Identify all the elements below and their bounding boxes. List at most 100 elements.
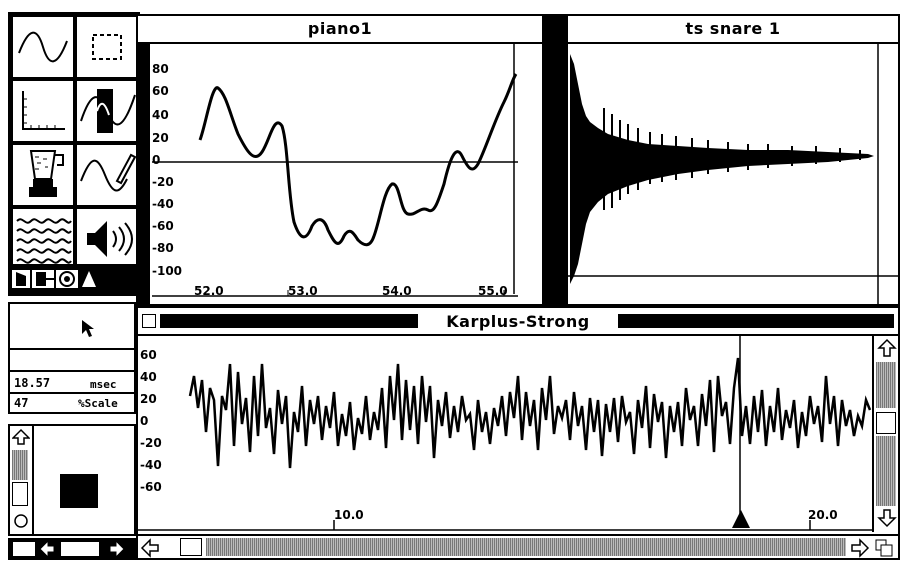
marker-right-icon [32, 270, 54, 288]
mode-icons [12, 270, 98, 288]
karplus-y-tick: 0 [140, 414, 149, 428]
scroll-left-arrow-icon[interactable] [140, 538, 160, 558]
piano-window: piano1 80 60 40 20 0 -20 -40 -60 -80 -10… [136, 14, 544, 306]
down-arrow-icon[interactable] [12, 512, 30, 530]
vertical-scroll-thumb[interactable] [876, 412, 896, 434]
marker-left-icon [12, 270, 30, 288]
info-divider-2 [10, 392, 134, 394]
karplus-y-tick: 20 [140, 392, 157, 406]
piano-waveform [198, 73, 518, 247]
karplus-titlebar[interactable]: Karplus-Strong [138, 308, 898, 336]
left-box-button[interactable] [12, 541, 36, 557]
scale-unit: %Scale [78, 397, 118, 410]
karplus-horizontal-scrollbar[interactable] [138, 534, 898, 558]
loop-icon [56, 270, 78, 288]
mini-scroll-track[interactable] [12, 450, 28, 480]
sine-wave-icon [18, 31, 68, 63]
snare-waveform [570, 54, 874, 284]
snare-window-left-edge [542, 16, 568, 304]
piano-y-tick: -20 [152, 175, 174, 189]
piano-y-tick: -60 [152, 219, 174, 233]
karplus-y-tick: 40 [140, 370, 157, 384]
titlebar-stripes-right [618, 314, 894, 328]
left-bottom-controls [8, 538, 136, 560]
snare-plot [568, 44, 898, 304]
karplus-vertical-scrollbar[interactable] [872, 336, 898, 532]
piano-y-tick: 0 [152, 153, 161, 167]
time-unit: msec [90, 378, 117, 391]
noise-wave-icon [16, 218, 72, 264]
vertical-scroll-track-lower[interactable] [876, 436, 896, 506]
resize-grip-icon[interactable] [874, 538, 894, 558]
pencil-draw-tool[interactable] [76, 144, 138, 206]
blender-tool[interactable] [12, 144, 74, 206]
piano-plot [138, 44, 518, 304]
time-value: 18.57 [14, 376, 51, 390]
mini-scrollbar[interactable] [10, 426, 34, 534]
horizontal-scroll-thumb[interactable] [180, 538, 202, 556]
arrow-cursor-icon [82, 320, 94, 337]
snare-window: ts snare 1 [542, 14, 900, 306]
middle-box-button[interactable] [60, 541, 100, 557]
piano-y-tick: 80 [152, 62, 169, 76]
axes-tool[interactable] [12, 80, 74, 142]
scroll-up-arrow-icon[interactable] [877, 338, 897, 358]
cone-icon [80, 270, 98, 288]
piano-y-tick: 20 [152, 131, 169, 145]
marquee-select-tool[interactable] [76, 16, 138, 78]
horizontal-scroll-track[interactable] [206, 538, 846, 556]
karplus-x-tick: 20.0 [808, 508, 838, 522]
speaker-icon [87, 221, 133, 257]
color-panel [8, 424, 136, 536]
karplus-y-tick: 60 [140, 348, 157, 362]
waveform-highlight-tool[interactable] [76, 80, 138, 142]
piano-x-tick: 55.0 [478, 284, 508, 298]
piano-y-tick: -100 [152, 264, 183, 278]
piano-title: piano1 [307, 19, 373, 38]
blender-icon [29, 150, 64, 197]
piano-x-tick: 54.0 [382, 284, 412, 298]
mode-icon-row [8, 264, 140, 294]
karplus-y-tick: -60 [140, 480, 162, 494]
noise-wave-tool[interactable] [12, 208, 74, 270]
scroll-down-arrow-icon[interactable] [877, 508, 897, 528]
piano-y-tick: -40 [152, 197, 174, 211]
karplus-x-tick: 10.0 [334, 508, 364, 522]
mini-scroll-thumb[interactable] [12, 482, 28, 506]
right-arrow-icon[interactable] [108, 540, 126, 558]
piano-x-tick: 52.0 [194, 284, 224, 298]
pencil-icon [80, 153, 137, 192]
sine-wave-tool[interactable] [12, 16, 74, 78]
tool-palette [8, 12, 140, 296]
snare-title: ts snare 1 [685, 19, 781, 38]
piano-titlebar[interactable]: piano1 [138, 16, 542, 44]
highlight-wave-icon [80, 89, 136, 133]
axes-icon [22, 91, 65, 130]
up-arrow-icon[interactable] [12, 428, 30, 446]
karplus-window: Karplus-Strong 60 40 20 0 -20 -40 -60 10… [136, 306, 900, 560]
foreground-color-swatch[interactable] [60, 474, 98, 508]
scale-value: 47 [14, 396, 29, 410]
cursor-readout-area [10, 304, 134, 350]
piano-x-tick: 53.0 [288, 284, 318, 298]
marquee-icon [92, 34, 122, 60]
close-box-button[interactable] [142, 314, 156, 328]
left-arrow-icon[interactable] [38, 540, 56, 558]
info-divider [10, 370, 134, 372]
karplus-title: Karplus-Strong [446, 312, 590, 331]
karplus-y-tick: -40 [140, 458, 162, 472]
piano-y-tick: -80 [152, 241, 174, 255]
scroll-right-arrow-icon[interactable] [850, 538, 870, 558]
piano-y-tick: 60 [152, 84, 169, 98]
snare-waveform-spikes [603, 108, 861, 210]
titlebar-stripes-left [160, 314, 418, 328]
piano-y-tick: 40 [152, 108, 169, 122]
playhead-marker-icon[interactable] [730, 508, 752, 530]
piano-x-ticks-marks [287, 290, 505, 296]
speaker-play-tool[interactable] [76, 208, 138, 270]
vertical-scroll-track[interactable] [876, 362, 896, 408]
snare-titlebar[interactable]: ts snare 1 [568, 16, 898, 44]
info-panel: 18.57 msec 47 %Scale [8, 302, 136, 414]
karplus-waveform [188, 357, 872, 469]
karplus-y-tick: -20 [140, 436, 162, 450]
